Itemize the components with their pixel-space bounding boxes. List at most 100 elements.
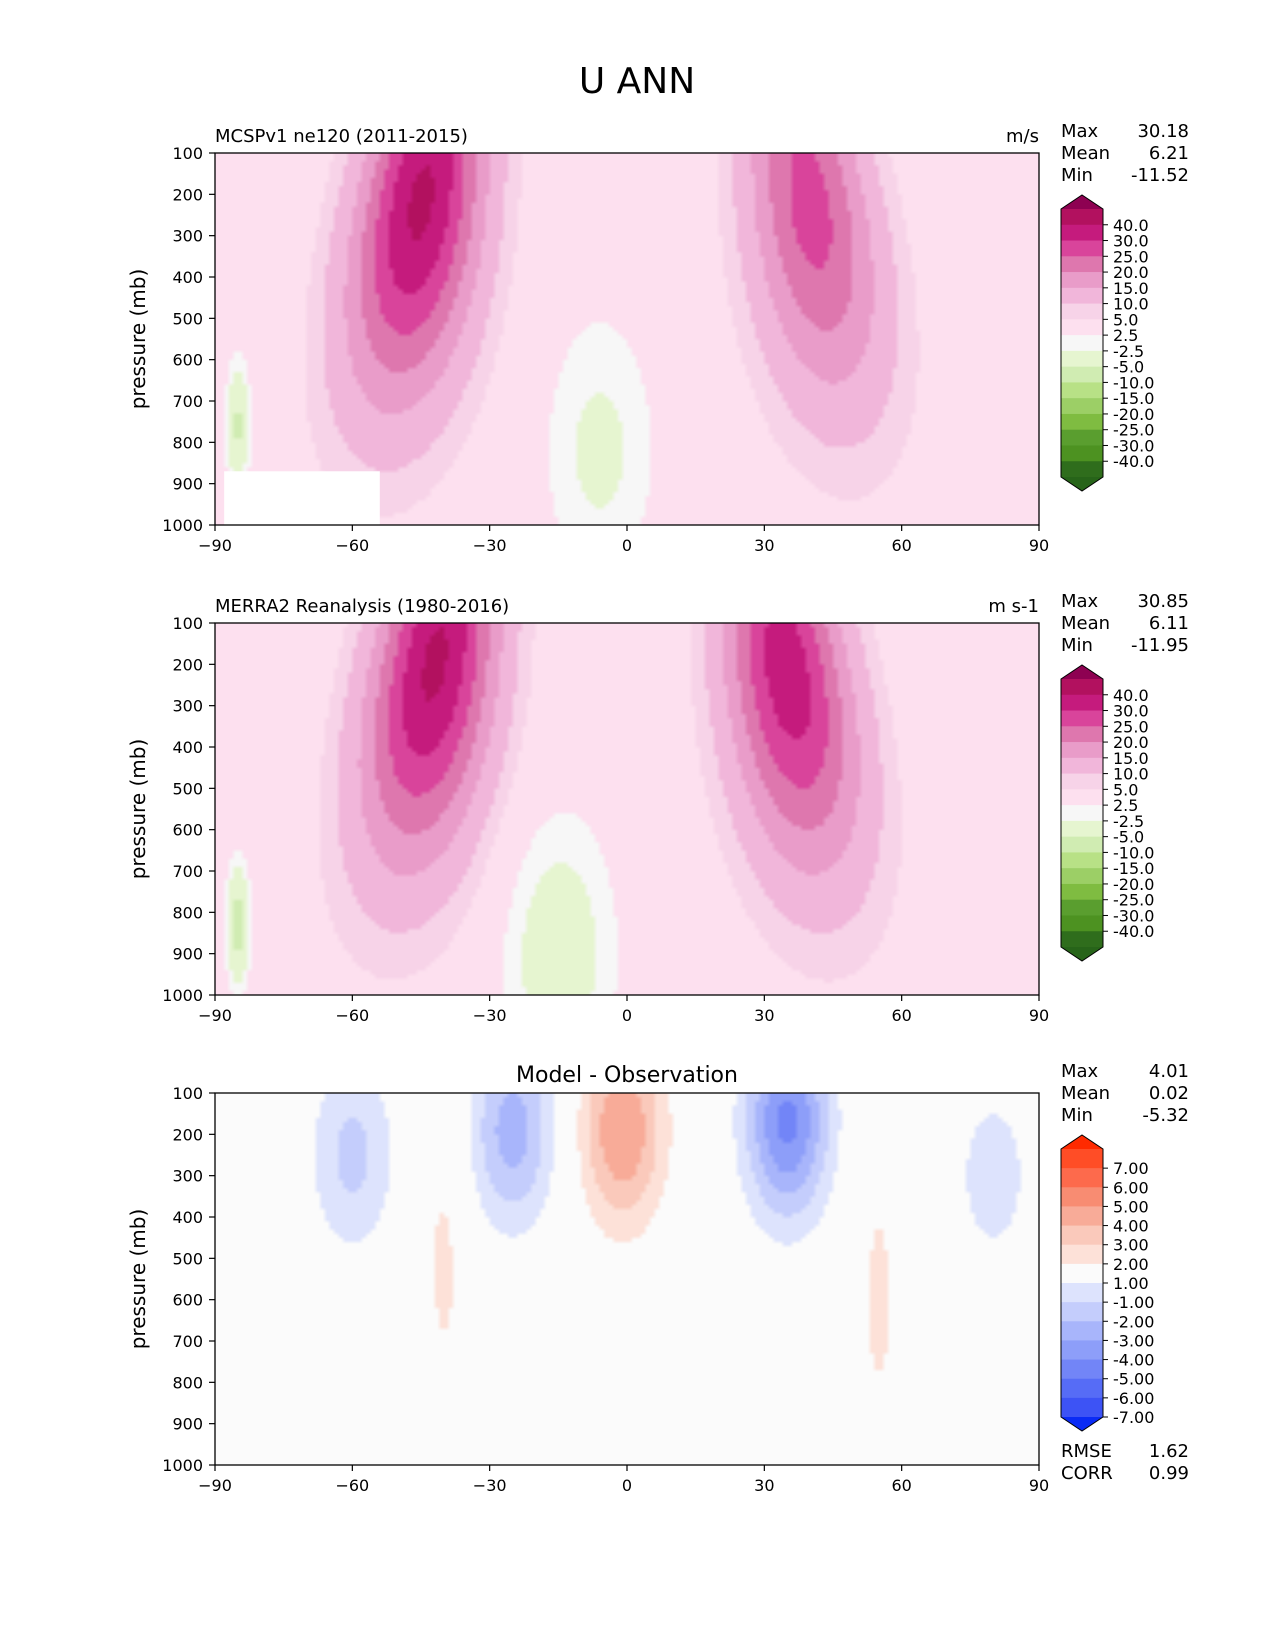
colorbar-tick-label: -7.00 <box>1113 1408 1154 1427</box>
colorbar-segment <box>1061 1321 1103 1341</box>
units-label: m/s <box>1006 126 1039 147</box>
colorbar-segment <box>1061 789 1103 806</box>
stat-label: Max <box>1061 591 1099 612</box>
stat-value: 6.11 <box>1149 613 1189 634</box>
colorbar-tick-label: -40.0 <box>1113 452 1154 471</box>
colorbar-tick-label: 1.00 <box>1113 1274 1149 1293</box>
panel-test: MCSPv1 ne120 (2011-2015) m/s1002003004005… <box>126 121 1189 555</box>
colorbar-segment <box>1061 256 1103 273</box>
colorbar-segment <box>1061 1206 1103 1227</box>
colorbar-segment <box>1061 398 1103 415</box>
colorbar-tick-label: -10.0 <box>1113 373 1154 392</box>
y-tick-label: 900 <box>172 945 203 964</box>
colorbar-tick-label: -25.0 <box>1113 421 1154 440</box>
colorbar-segment <box>1061 868 1103 885</box>
colorbar-tick-label: -6.00 <box>1113 1389 1154 1408</box>
y-tick-label: 200 <box>172 1125 203 1144</box>
stat-value: 30.85 <box>1137 591 1189 612</box>
field-ref <box>215 623 1039 995</box>
y-axis-label: pressure (mb) <box>126 1209 150 1350</box>
x-tick-label: 0 <box>622 1006 632 1025</box>
colorbar-tick-label: -25.0 <box>1113 891 1154 910</box>
colorbar-segment <box>1061 382 1103 399</box>
colorbar-tick-label: 25.0 <box>1113 247 1149 266</box>
colorbar-tick-label: -20.0 <box>1113 405 1154 424</box>
y-tick-label: 100 <box>172 144 203 163</box>
colorbar-tick-label: 15.0 <box>1113 279 1149 298</box>
colorbar-tick-label: -10.0 <box>1113 843 1154 862</box>
colorbar-outline <box>1060 664 1104 962</box>
colorbar-tick-label: -4.00 <box>1113 1351 1154 1370</box>
stat-value: 6.21 <box>1149 143 1189 164</box>
colorbar-tick-label: -15.0 <box>1113 859 1154 878</box>
y-tick-label: 1000 <box>162 986 203 1005</box>
x-tick-label: 60 <box>891 1006 911 1025</box>
stat-label: Max <box>1061 121 1099 142</box>
colorbar-segment <box>1061 836 1103 853</box>
y-tick-label: 900 <box>172 475 203 494</box>
y-axis-label: pressure (mb) <box>126 269 150 410</box>
colorbar-segment <box>1061 1302 1103 1322</box>
panels: MCSPv1 ne120 (2011-2015) m/s1002003004005… <box>126 121 1189 1495</box>
colorbar-segment <box>1061 1378 1103 1399</box>
y-tick-label: 500 <box>172 779 203 798</box>
panel-title: MCSPv1 ne120 (2011-2015) <box>215 126 468 147</box>
colorbar-tick-label: 2.5 <box>1113 326 1138 345</box>
colorbar-tick-label: 10.0 <box>1113 295 1149 314</box>
x-tick-label: −60 <box>335 1006 369 1025</box>
stat-value: 4.01 <box>1149 1061 1189 1082</box>
x-tick-label: −90 <box>198 1006 232 1025</box>
colorbar-tick-label: 2.00 <box>1113 1255 1149 1274</box>
x-tick-label: 30 <box>754 1476 774 1495</box>
colorbar-segment <box>1061 366 1103 383</box>
colorbar: 7.006.005.004.003.002.001.00-1.00-2.00-3… <box>1060 1134 1154 1432</box>
colorbar-tick-label: -15.0 <box>1113 389 1154 408</box>
stat-value: -11.95 <box>1131 635 1189 656</box>
colorbar-tick-label: 30.0 <box>1113 702 1149 721</box>
colorbar-tick-label: 7.00 <box>1113 1159 1149 1178</box>
stat-label: Mean <box>1061 143 1110 164</box>
x-tick-label: −30 <box>473 1006 507 1025</box>
x-tick-label: −60 <box>335 536 369 555</box>
panel-ref: MERRA2 Reanalysis (1980-2016) m s-1 100 200… <box>126 591 1189 1025</box>
colorbar-segment <box>1061 757 1103 775</box>
colorbar-segment <box>1061 915 1103 932</box>
colorbar-tick-label: -30.0 <box>1113 436 1154 455</box>
colorbar-tick-label: 4.00 <box>1113 1217 1149 1236</box>
colorbar-segment <box>1061 820 1103 838</box>
colorbar-tick-label: -2.5 <box>1113 812 1144 831</box>
colorbar-min-extend <box>1061 947 1103 961</box>
colorbar-tick-label: 40.0 <box>1113 686 1149 705</box>
colorbar-tick-label: -3.00 <box>1113 1331 1154 1350</box>
stat-label: RMSE <box>1061 1441 1112 1462</box>
y-tick-label: 800 <box>172 1373 203 1392</box>
stat-label: Min <box>1061 1105 1093 1126</box>
y-tick-label: 1000 <box>162 516 203 535</box>
y-tick-label: 700 <box>172 392 203 411</box>
colorbar-segment <box>1061 931 1103 948</box>
colorbar-min-extend <box>1061 477 1103 491</box>
colorbar-segment <box>1061 710 1103 727</box>
colorbar-tick-label: 5.0 <box>1113 780 1138 799</box>
y-tick-label: 300 <box>172 1167 203 1186</box>
x-tick-label: 60 <box>891 536 911 555</box>
y-tick-label: 900 <box>172 1415 203 1434</box>
colorbar-tick-label: 30.0 <box>1113 232 1149 251</box>
stat-label: Min <box>1061 165 1093 186</box>
colorbar-segment <box>1061 1340 1103 1361</box>
colorbar-segment <box>1061 1168 1103 1188</box>
x-tick-label: −30 <box>473 1476 507 1495</box>
field-test <box>215 153 1039 525</box>
colorbar-segment <box>1061 852 1103 869</box>
colorbar-segment <box>1061 1225 1103 1246</box>
x-tick-label: 90 <box>1029 1006 1049 1025</box>
y-tick-label: 300 <box>172 227 203 246</box>
stat-value: 0.02 <box>1149 1083 1189 1104</box>
colorbar-segment <box>1061 445 1103 462</box>
colorbar-tick-label: 2.5 <box>1113 796 1138 815</box>
y-tick-label: 1000 <box>162 1456 203 1475</box>
colorbar-segment <box>1061 1283 1103 1303</box>
colorbar-tick-label: -5.00 <box>1113 1370 1154 1389</box>
x-tick-label: −90 <box>198 536 232 555</box>
stat-value: 1.62 <box>1149 1441 1189 1462</box>
